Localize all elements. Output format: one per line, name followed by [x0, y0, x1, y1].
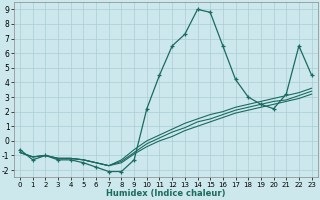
X-axis label: Humidex (Indice chaleur): Humidex (Indice chaleur): [106, 189, 226, 198]
